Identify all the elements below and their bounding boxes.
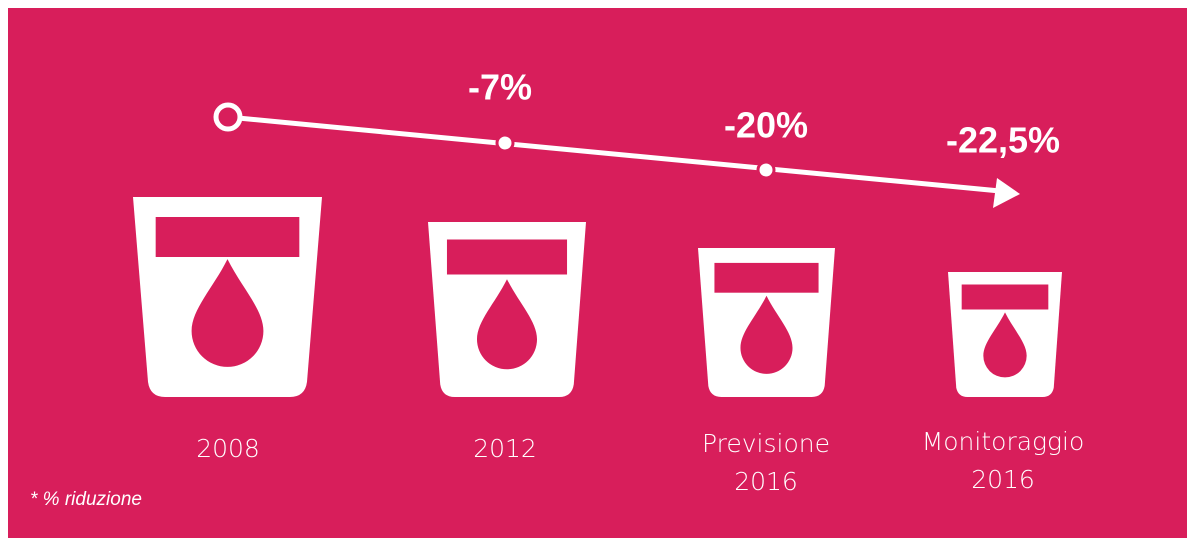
change-label: -7% [468,67,532,108]
point-marker [756,160,776,180]
drop [983,312,1027,378]
arrow-head [993,178,1020,208]
drop [191,259,264,367]
point-marker [495,133,515,153]
step-label: 2012 [473,434,537,463]
change-label: -22,5% [946,120,1060,161]
step-label: 2016 [971,465,1035,494]
step-label: Previsione [702,429,830,458]
water-level [155,217,300,257]
step-label: Monitoraggio [922,427,1085,456]
water-level [446,239,568,275]
water-level [714,262,819,293]
step-label: 2008 [196,434,260,463]
trend-line [237,115,1001,194]
change-label: -20% [724,105,808,146]
drop [740,295,793,374]
step-label: 2016 [734,467,798,496]
footnote: * % riduzione [30,489,142,510]
water-level [961,284,1049,310]
start-marker [213,102,243,132]
glasses [133,197,1062,397]
drop [476,279,538,370]
